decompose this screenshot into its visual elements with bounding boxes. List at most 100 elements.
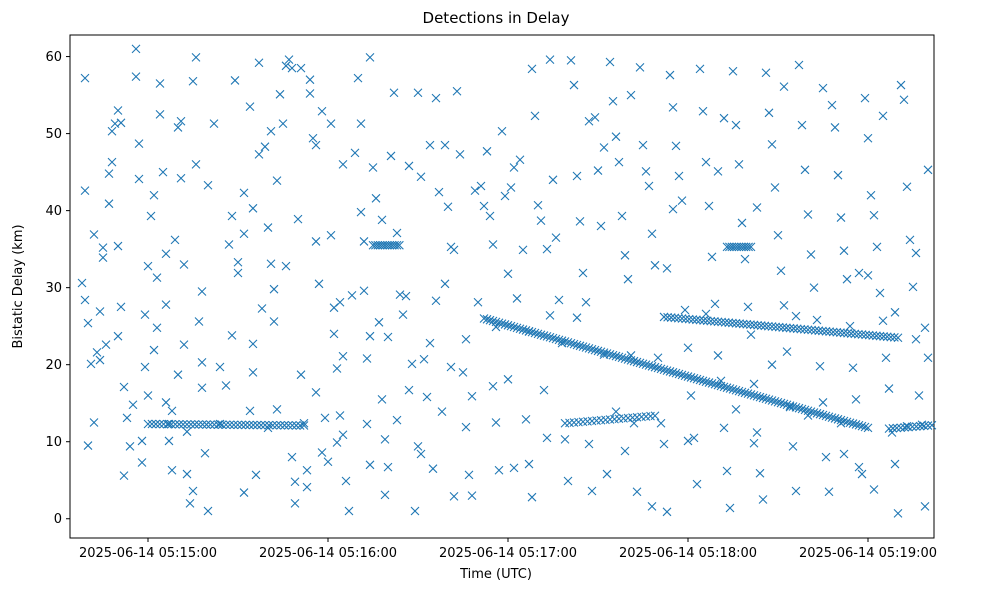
data-point [350, 148, 360, 158]
data-point [431, 296, 441, 306]
data-point [863, 270, 873, 280]
data-point [545, 332, 555, 342]
data-point [89, 230, 99, 239]
data-point [237, 420, 246, 430]
data-point [248, 203, 258, 213]
data-point [542, 332, 552, 341]
data-point [257, 304, 267, 313]
data-point [713, 317, 723, 327]
data-point [611, 407, 621, 417]
data-point [830, 123, 840, 132]
data-point [782, 347, 792, 356]
data-point [506, 183, 516, 192]
data-point [878, 111, 888, 121]
data-point [167, 419, 176, 429]
data-point [239, 229, 249, 239]
data-point [893, 508, 903, 518]
data-point [368, 163, 378, 172]
data-point [650, 260, 660, 270]
data-point [217, 420, 227, 430]
data-point [854, 420, 864, 430]
data-point [836, 415, 846, 425]
data-point [833, 414, 843, 424]
data-point [539, 331, 549, 340]
data-point [677, 370, 687, 380]
data-point [761, 68, 771, 78]
data-point [158, 167, 168, 177]
data-point [668, 204, 678, 214]
data-point [365, 460, 375, 470]
data-point [101, 340, 111, 350]
data-point [134, 139, 144, 148]
data-point [276, 420, 285, 430]
data-point [287, 63, 297, 73]
data-point [602, 469, 612, 479]
data-point [857, 421, 867, 431]
data-point [698, 106, 708, 116]
data-point [197, 287, 207, 296]
data-point [272, 176, 282, 185]
data-point [854, 462, 864, 472]
data-point [401, 291, 411, 301]
data-point [557, 336, 567, 346]
data-point [488, 240, 498, 249]
data-point [845, 321, 855, 331]
data-point [836, 213, 846, 222]
data-point [80, 186, 90, 195]
data-point [488, 316, 498, 326]
data-point [737, 218, 747, 228]
data-point [503, 269, 513, 279]
data-point [737, 387, 747, 397]
data-point [758, 393, 768, 403]
data-point [731, 404, 741, 414]
data-point [755, 392, 765, 402]
data-point [206, 420, 215, 429]
data-point [662, 366, 672, 375]
data-point [188, 76, 198, 86]
data-point [155, 419, 165, 429]
data-point [161, 300, 171, 309]
data-point [800, 325, 809, 334]
data-point [389, 88, 399, 98]
x-axis-ticks: 2025-06-14 05:15:00 2025-06-14 05:16:00 20… [79, 538, 937, 561]
data-point [264, 420, 274, 430]
data-point [566, 56, 576, 65]
data-point [416, 172, 426, 182]
data-point [131, 44, 141, 54]
data-point [80, 295, 90, 305]
data-point [699, 316, 708, 325]
data-point [879, 332, 888, 341]
data-point [713, 380, 723, 390]
data-point [674, 171, 684, 181]
data-point [569, 80, 579, 90]
data-point [599, 348, 609, 358]
data-point [95, 307, 105, 316]
data-point [614, 157, 624, 167]
data-point [833, 170, 843, 180]
data-point [839, 449, 849, 459]
data-point [182, 419, 192, 429]
data-point [683, 372, 693, 381]
data-point [744, 242, 753, 252]
data-point [213, 420, 223, 430]
data-point [98, 253, 108, 263]
data-point [843, 328, 852, 338]
data-point [851, 394, 861, 404]
data-point [776, 266, 786, 276]
data-point [881, 353, 891, 363]
data-point [113, 331, 123, 341]
data-point [749, 320, 759, 330]
data-point [530, 111, 540, 121]
data-point [137, 436, 147, 446]
data-point [245, 420, 254, 430]
data-point [776, 398, 786, 408]
data-point [116, 302, 126, 312]
data-point [758, 495, 768, 504]
y-axis-label: Bistatic Delay (km) [11, 224, 26, 348]
data-point [578, 342, 588, 352]
data-point [161, 398, 171, 407]
data-point [404, 385, 414, 395]
data-point [746, 320, 755, 329]
data-point [812, 315, 822, 325]
data-point [77, 278, 87, 288]
